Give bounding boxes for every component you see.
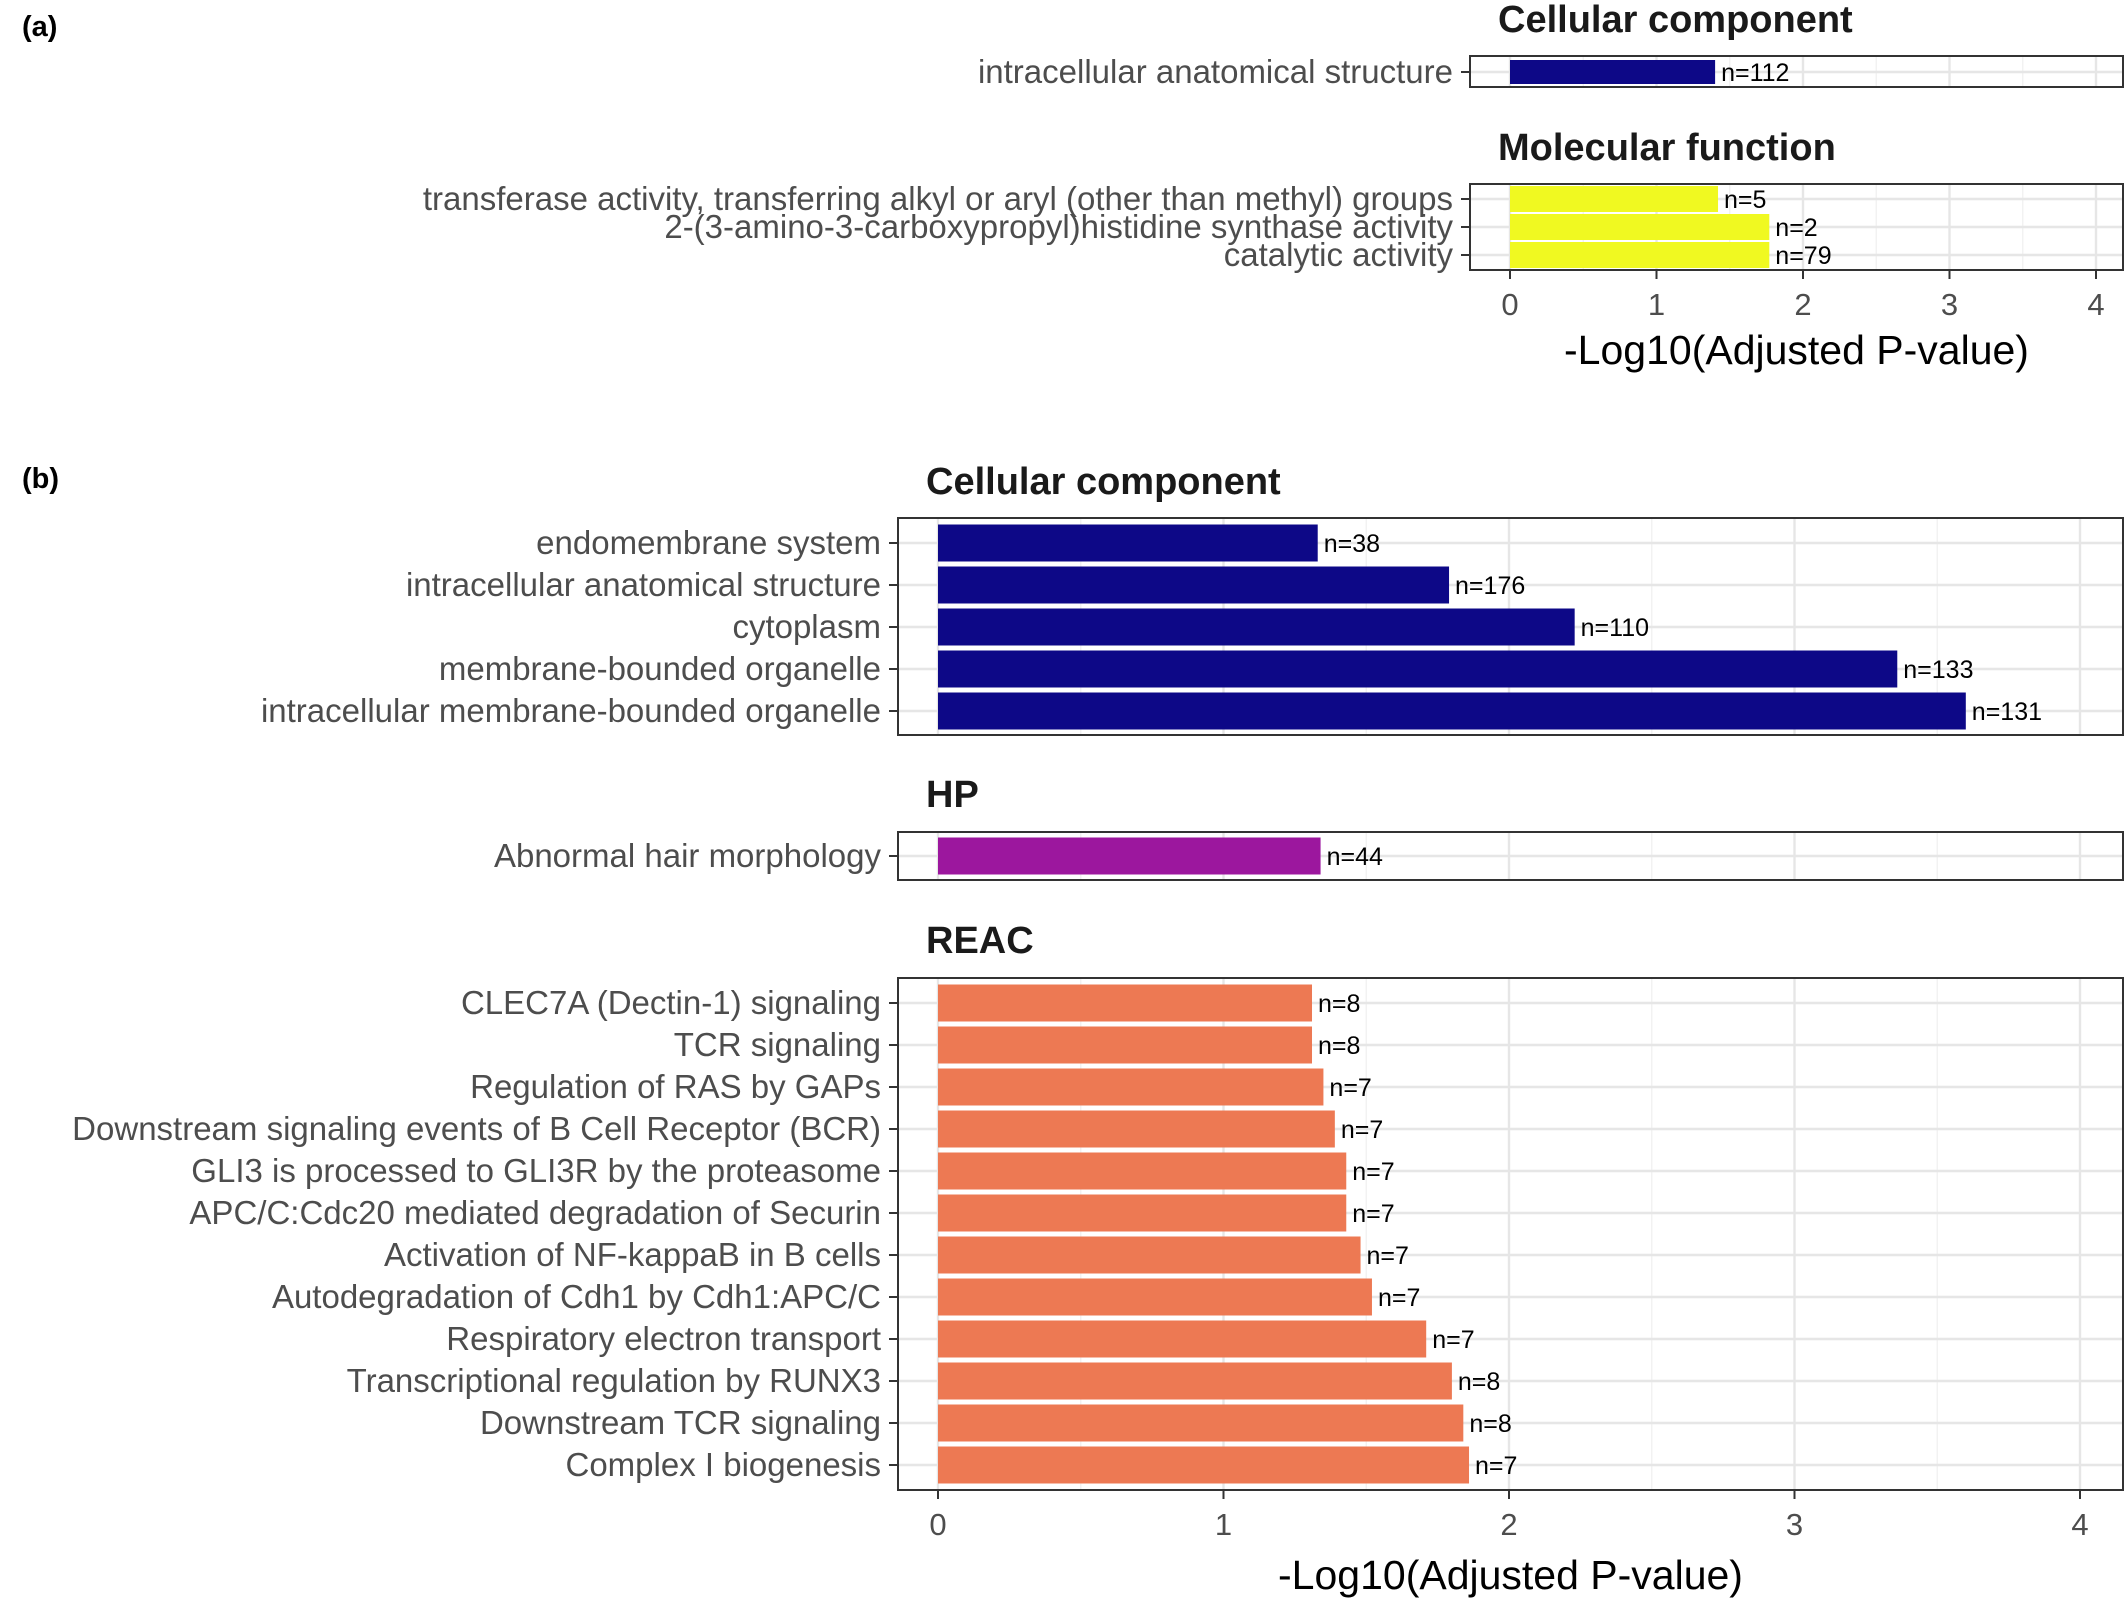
panel-b-facet-3-category-label: Autodegradation of Cdh1 by Cdh1:APC/C bbox=[272, 1278, 881, 1315]
panel-b-facet-3-count-label: n=8 bbox=[1458, 1368, 1500, 1396]
panel-a-facet-2-bar bbox=[1510, 242, 1770, 268]
panel-b-facet-3-category-label: CLEC7A (Dectin-1) signaling bbox=[461, 984, 881, 1021]
panel-b-facet-3-category-label: Downstream TCR signaling bbox=[480, 1404, 881, 1441]
panel-b-facet-1-bar bbox=[938, 566, 1450, 604]
panel-b-facet-2-category-label: Abnormal hair morphology bbox=[494, 837, 882, 874]
panel-b-facet-1-bar bbox=[938, 608, 1575, 646]
panel-b-facet-1-bar bbox=[938, 692, 1966, 730]
panel-b-x-tick-label: 1 bbox=[1215, 1507, 1232, 1542]
panel-b-facet-3-bar bbox=[938, 1320, 1427, 1358]
panel-a-x-axis-title: -Log10(Adjusted P-value) bbox=[1564, 327, 2029, 373]
panel-b-facet-1-category-label: intracellular membrane-bounded organelle bbox=[261, 692, 881, 729]
panel-a-facet-2-category-label: transferase activity, transferring alkyl… bbox=[423, 180, 1453, 217]
panel-a-facet-2-bar bbox=[1510, 186, 1719, 212]
panel-b-facet-1-count-label: n=131 bbox=[1972, 698, 2042, 726]
panel-a-facet-2-count-label: n=2 bbox=[1775, 214, 1817, 242]
panel-b-facet-3-title: REAC bbox=[926, 920, 1034, 962]
panel-b-facet-3-category-label: GLI3 is processed to GLI3R by the protea… bbox=[191, 1152, 881, 1189]
panel-b-facet-3-count-label: n=8 bbox=[1318, 1032, 1360, 1060]
panel-b-facet-1-category-label: endomembrane system bbox=[536, 524, 881, 561]
panel-b-facet-1-title: Cellular component bbox=[926, 461, 1281, 503]
panel-b-facet-3-category-label: Activation of NF-kappaB in B cells bbox=[384, 1236, 881, 1273]
panel-b-facet-3-count-label: n=7 bbox=[1432, 1326, 1474, 1354]
panel-b-facet-1-category-label: intracellular anatomical structure bbox=[406, 566, 881, 603]
panel-b-facet-2-title: HP bbox=[926, 774, 979, 816]
panel-b-facet-3-bar bbox=[938, 1194, 1347, 1232]
panel-b-facet-3-bar bbox=[938, 1026, 1313, 1064]
panel-a-x-tick-label: 0 bbox=[1501, 287, 1518, 322]
panel-b-facet-3-bar bbox=[938, 1110, 1335, 1148]
panel-b-facet-3-count-label: n=7 bbox=[1475, 1452, 1517, 1480]
panel-b-facet-3-count-label: n=7 bbox=[1352, 1158, 1394, 1186]
panel-b-facet-3-count-label: n=8 bbox=[1469, 1410, 1511, 1438]
panel-b-facet-3-bar bbox=[938, 1446, 1470, 1484]
panel-b-facet-1-count-label: n=38 bbox=[1324, 530, 1380, 558]
panel-b-x-tick-label: 2 bbox=[1500, 1507, 1517, 1542]
panel-b-facet-3-bar bbox=[938, 1404, 1464, 1442]
panel-b-facet-3-bar bbox=[938, 1278, 1372, 1316]
panel-a-x-tick-label: 3 bbox=[1941, 287, 1958, 322]
panel-a-facet-2-count-label: n=5 bbox=[1724, 186, 1766, 214]
panel-b-x-tick-label: 3 bbox=[1786, 1507, 1803, 1542]
panel-b-facet-1-count-label: n=133 bbox=[1903, 656, 1973, 684]
panel-b-facet-3-category-label: Downstream signaling events of B Cell Re… bbox=[72, 1110, 881, 1147]
panel-a-facet-1-title: Cellular component bbox=[1498, 0, 1853, 41]
panel-b-facet-3-category-label: APC/C:Cdc20 mediated degradation of Secu… bbox=[189, 1194, 881, 1231]
panel-b-facet-3-category-label: Transcriptional regulation by RUNX3 bbox=[347, 1362, 881, 1399]
panel-a-facet-2-bar bbox=[1510, 214, 1770, 240]
panel-b-facet-3-count-label: n=7 bbox=[1329, 1074, 1371, 1102]
panel-a-facet-2-category-label: 2-(3-amino-3-carboxypropyl)histidine syn… bbox=[664, 208, 1453, 245]
panel-a-facet-1-category-label: intracellular anatomical structure bbox=[978, 53, 1453, 90]
panel-a-x-tick-label: 4 bbox=[2087, 287, 2104, 322]
panel-label-a: (a) bbox=[22, 11, 57, 43]
panel-b-facet-3-category-label: Regulation of RAS by GAPs bbox=[470, 1068, 881, 1105]
panel-b-facet-3-bar bbox=[938, 1236, 1361, 1274]
panel-b-facet-3-category-label: Respiratory electron transport bbox=[446, 1320, 881, 1357]
panel-b-facet-3-count-label: n=8 bbox=[1318, 990, 1360, 1018]
panel-b-facet-3-bar bbox=[938, 984, 1313, 1022]
panel-a-facet-2-count-label: n=79 bbox=[1775, 242, 1831, 270]
panel-b-facet-3-bar bbox=[938, 1068, 1324, 1106]
panel-a-x-tick-label: 1 bbox=[1648, 287, 1665, 322]
panel-a-facet-1-bar bbox=[1510, 60, 1716, 84]
panel-b-facet-3-count-label: n=7 bbox=[1367, 1242, 1409, 1270]
panel-b-facet-3-count-label: n=7 bbox=[1341, 1116, 1383, 1144]
panel-b-facet-1-bar bbox=[938, 524, 1318, 562]
panel-b-facet-1-category-label: membrane-bounded organelle bbox=[439, 650, 881, 687]
panel-b-facet-3-category-label: TCR signaling bbox=[674, 1026, 881, 1063]
panel-b-facet-1-bar bbox=[938, 650, 1898, 688]
panel-b-facet-2-bar bbox=[938, 837, 1321, 875]
panel-b-x-tick-label: 0 bbox=[929, 1507, 946, 1542]
panel-b-facet-3-count-label: n=7 bbox=[1378, 1284, 1420, 1312]
panel-b-facet-3-bar bbox=[938, 1152, 1347, 1190]
panel-b-facet-1-count-label: n=176 bbox=[1455, 572, 1525, 600]
panel-b-facet-3-bar bbox=[938, 1362, 1452, 1400]
panel-a-facet-1-count-label: n=112 bbox=[1721, 59, 1789, 87]
panel-a-x-tick-label: 2 bbox=[1794, 287, 1811, 322]
panel-a-facet-2-title: Molecular function bbox=[1498, 127, 1836, 169]
panel-b-facet-2-count-label: n=44 bbox=[1327, 843, 1383, 871]
panel-b-facet-3-category-label: Complex I biogenesis bbox=[566, 1446, 882, 1483]
panel-b-facet-1-category-label: cytoplasm bbox=[732, 608, 881, 645]
panel-label-b: (b) bbox=[22, 463, 59, 495]
panel-a-facet-2-category-label: catalytic activity bbox=[1224, 236, 1454, 273]
panel-b-facet-1-count-label: n=110 bbox=[1581, 614, 1649, 642]
panel-b-x-tick-label: 4 bbox=[2071, 1507, 2088, 1542]
panel-b-facet-3-count-label: n=7 bbox=[1352, 1200, 1394, 1228]
panel-b-x-axis-title: -Log10(Adjusted P-value) bbox=[1278, 1552, 1743, 1598]
